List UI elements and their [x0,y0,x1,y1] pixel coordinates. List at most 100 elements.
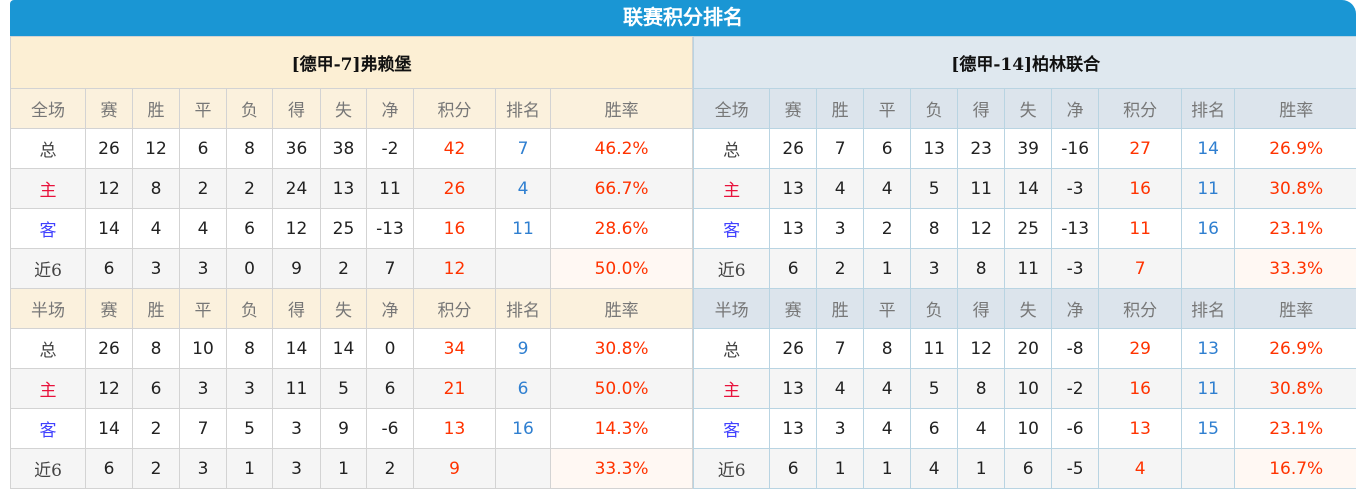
cell-points: 16 [1098,168,1183,209]
cell-goals-for: 12 [957,328,1006,369]
cell-played: 13 [769,168,818,209]
column-header-goal-diff: 净 [1051,288,1100,329]
column-header-row: 全场赛胜平负得失净积分 排名 胜率 [693,88,1356,129]
table-row: 总 26 8 10 8 14 14 0 34 9 30.8% [10,328,694,369]
cell-label: 客 [693,208,771,249]
cell-label: 客 [10,208,86,249]
column-header-won: 胜 [132,88,180,129]
cell-goals-for: 24 [272,168,321,209]
cell-rank: 13 [1181,328,1236,369]
cell-points: 4 [1098,448,1183,489]
cell-lost: 6 [910,408,959,449]
cell-win-rate: 23.1% [1234,408,1356,449]
cell-rank: 7 [495,128,551,169]
cell-played: 6 [769,248,818,289]
cell-goals-for: 8 [957,368,1006,409]
cell-goals-for: 3 [272,448,321,489]
cell-goal-diff: -5 [1051,448,1100,489]
cell-goals-against: 20 [1004,328,1053,369]
column-header-win-rate: 胜率 [549,288,694,329]
cell-points: 21 [413,368,496,409]
column-header-points: 积分 [413,288,496,329]
column-header-rank: 排名 [495,288,551,329]
cell-label: 主 [10,168,86,209]
table-row: 总 26 12 6 8 36 38 -2 42 7 46.2% [10,128,694,169]
column-header-drawn: 平 [179,288,227,329]
column-header-drawn: 平 [863,288,912,329]
cell-lost: 8 [910,208,959,249]
table-row: 客 13 3 4 6 4 10 -6 13 15 23.1% [693,408,1356,449]
cell-goal-diff: -13 [366,208,414,249]
column-header-row: 全场赛胜平负得失净积分 排名 胜率 [10,88,694,129]
column-header-win-rate: 胜率 [1234,88,1356,129]
cell-points: 12 [413,248,496,289]
cell-rank [495,248,551,289]
column-header-win-rate: 胜率 [1234,288,1356,329]
table-row: 主 13 4 4 5 11 14 -3 16 11 30.8% [693,168,1356,209]
cell-played: 26 [85,128,133,169]
panel-title: 联赛积分排名 [10,0,1356,36]
cell-win-rate: 66.7% [549,168,694,209]
cell-drawn: 3 [179,448,227,489]
cell-label: 近6 [10,248,86,289]
team-name: [德甲-14]柏林联合 [693,36,1356,89]
cell-points: 11 [1098,208,1183,249]
cell-label: 总 [10,128,86,169]
column-header-row: 半场赛胜平负得失净积分 排名 胜率 [10,288,694,329]
cell-drawn: 6 [179,128,227,169]
cell-points: 42 [413,128,496,169]
cell-rank [1181,448,1236,489]
cell-played: 13 [769,368,818,409]
cell-rank: 11 [1181,168,1236,209]
cell-won: 6 [132,368,180,409]
column-header-label: 全场 [693,88,771,129]
cell-label: 总 [693,128,771,169]
table-row: 主 12 6 3 3 11 5 6 21 6 50.0% [10,368,694,409]
cell-points: 7 [1098,248,1183,289]
cell-goals-for: 8 [957,248,1006,289]
cell-drawn: 1 [863,248,912,289]
cell-goals-for: 12 [957,208,1006,249]
column-header-won: 胜 [816,288,865,329]
cell-played: 26 [769,328,818,369]
column-header-goals-for: 得 [957,88,1006,129]
cell-lost: 5 [910,368,959,409]
cell-rank: 11 [495,208,551,249]
cell-points: 13 [413,408,496,449]
cell-lost: 1 [226,448,273,489]
cell-played: 6 [85,448,133,489]
cell-goals-against: 9 [320,408,367,449]
cell-played: 14 [85,408,133,449]
column-header-drawn: 平 [179,88,227,129]
cell-won: 4 [132,208,180,249]
cell-drawn: 1 [863,448,912,489]
cell-win-rate: 28.6% [549,208,694,249]
cell-rank: 4 [495,168,551,209]
cell-drawn: 2 [179,168,227,209]
cell-lost: 8 [226,328,273,369]
cell-goal-diff: -8 [1051,328,1100,369]
cell-label: 近6 [10,448,86,489]
cell-goal-diff: -6 [366,408,414,449]
cell-goals-against: 25 [1004,208,1053,249]
column-header-rank: 排名 [1181,88,1236,129]
cell-label: 主 [10,368,86,409]
table-row: 近6 6 2 1 3 8 11 -3 7 33.3% [693,248,1356,289]
cell-goal-diff: -16 [1051,128,1100,169]
cell-points: 26 [413,168,496,209]
cell-goal-diff: 11 [366,168,414,209]
cell-label: 客 [10,408,86,449]
cell-win-rate: 50.0% [549,248,694,289]
cell-label: 近6 [693,448,771,489]
cell-won: 2 [816,248,865,289]
table-row: 客 14 4 4 6 12 25 -13 16 11 28.6% [10,208,694,249]
cell-goals-against: 6 [1004,448,1053,489]
cell-goals-against: 14 [320,328,367,369]
cell-label: 主 [693,168,771,209]
cell-goal-diff: -3 [1051,248,1100,289]
cell-drawn: 4 [863,168,912,209]
cell-played: 13 [769,208,818,249]
cell-won: 4 [816,168,865,209]
cell-goals-against: 25 [320,208,367,249]
cell-rank: 9 [495,328,551,369]
